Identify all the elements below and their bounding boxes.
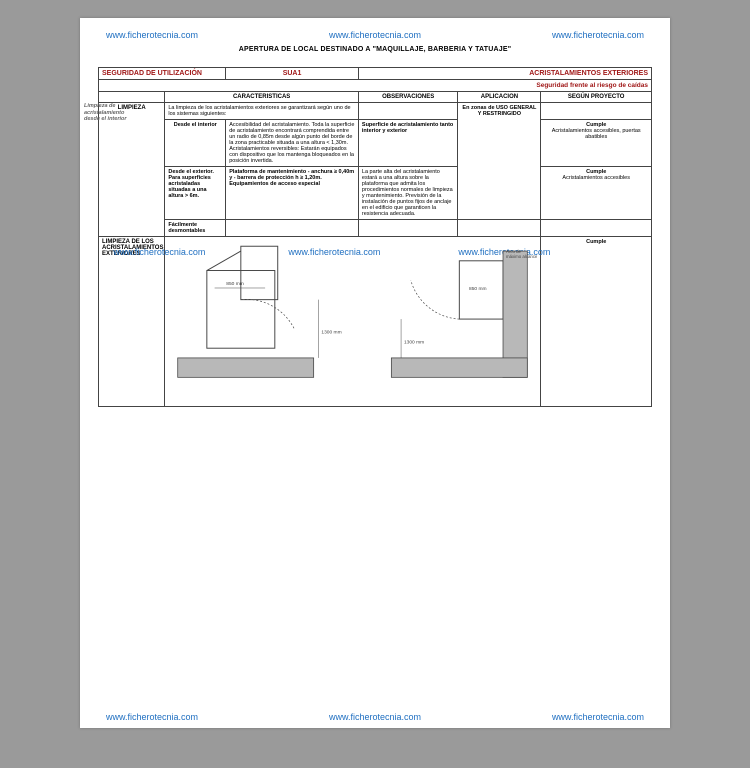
cell (458, 220, 541, 237)
table-row: Desde el exterior. Para superficies acri… (99, 167, 652, 220)
dim-text: 1300 mm (404, 339, 424, 345)
aplicacion-cell: En zonas de USO GENERAL Y RESTRINGIDO (458, 103, 541, 220)
table-row: Fácilmente desmontables (99, 220, 652, 237)
col-hdr: CARACTERISTICAS (165, 92, 359, 103)
col-hdr: OBSERVACIONES (358, 92, 458, 103)
table-col-header-row: CARACTERISTICAS OBSERVACIONES APLICACION… (99, 92, 652, 103)
diagram-svg: 850 mm 1300 mm 850 mm 1300 mm (168, 239, 537, 404)
col-hdr: APLICACION (458, 92, 541, 103)
watermark-link[interactable]: www.ficherotecnia.com (552, 30, 644, 40)
diagram-side-label: Limpieza de acristalamiento desde el int… (84, 103, 139, 123)
caracteristicas-cell: Plataforma de mantenimiento - anchura ≥ … (226, 167, 359, 220)
watermark-link[interactable]: www.ficherotecnia.com (329, 712, 421, 722)
watermark-link[interactable]: www.ficherotecnia.com (106, 30, 198, 40)
col-hdr (99, 92, 165, 103)
cell (541, 103, 652, 120)
dim-text: 1300 mm (322, 330, 342, 336)
watermark-link[interactable]: www.ficherotecnia.com (552, 712, 644, 722)
observaciones-cell: Superficie de acristalamiento tanto inte… (358, 120, 458, 167)
table-row: LIMPIEZA La limpieza de los acristalamie… (99, 103, 652, 120)
col-hdr: SEGÚN PROYECTO (541, 92, 652, 103)
table-row: LIMPIEZA DE LOS ACRISTALAMIENTOS EXTERIO… (99, 237, 652, 407)
observaciones-cell: La parte alta del acristalamiento estará… (358, 167, 458, 220)
caracteristicas-cell: Accesibilidad del acristalamiento. Toda … (226, 120, 359, 167)
header-center: SUA1 (226, 68, 359, 80)
table-header-row: SEGURIDAD DE UTILIZACIÓN SUA1 ACRISTALAM… (99, 68, 652, 80)
header-right: ACRISTALAMIENTOS EXTERIORES (358, 68, 651, 80)
proy-text: Cumple (586, 239, 606, 245)
proyecto-cell: Cumple Acristalamientos accesibles, puer… (541, 120, 652, 167)
dim-text: 850 mm (469, 286, 487, 292)
watermark-link[interactable]: www.ficherotecnia.com (329, 30, 421, 40)
subrow-label: Desde el interior (165, 120, 226, 167)
watermark-link[interactable]: www.ficherotecnia.com (106, 712, 198, 722)
cell (226, 220, 359, 237)
row-label-section2: LIMPIEZA DE LOS ACRISTALAMIENTOS EXTERIO… (99, 237, 165, 407)
main-table: SEGURIDAD DE UTILIZACIÓN SUA1 ACRISTALAM… (98, 67, 652, 407)
aplicacion-text: En zonas de USO GENERAL Y RESTRINGIDO (462, 105, 536, 117)
proyecto-cell: Cumple (541, 237, 652, 407)
cell (358, 220, 458, 237)
cell (358, 103, 458, 120)
document-title: APERTURA DE LOCAL DESTINADO A "MAQUILLAJ… (98, 46, 652, 53)
dim-text: 850 mm (227, 281, 245, 287)
watermark-overlay: www.ficherotecnia.com (113, 247, 205, 257)
cell (541, 220, 652, 237)
subrow-label: Desde el exterior. Para superficies acri… (165, 167, 226, 220)
watermark-bottom: www.ficherotecnia.com www.ficherotecnia.… (106, 712, 644, 722)
proy-subtext: Acristalamientos accesibles (562, 175, 630, 181)
header-left: SEGURIDAD DE UTILIZACIÓN (99, 68, 226, 80)
intro-cell: La limpieza de los acristalamientos exte… (165, 103, 359, 120)
document-page: www.ficherotecnia.com www.ficherotecnia.… (80, 18, 670, 728)
watermark-overlay: www.ficherotecnia.com (288, 247, 380, 257)
proy-subtext: Acristalamientos accesibles, puertas aba… (552, 128, 641, 140)
table-subheader-row: Seguridad frente al riesgo de caídas (99, 80, 652, 92)
obs-text: Superficie de acristalamiento tanto inte… (362, 122, 453, 134)
diagram-cell: www.ficherotecnia.com www.ficherotecnia.… (165, 237, 541, 407)
header-sub: Seguridad frente al riesgo de caídas (99, 80, 652, 92)
watermark-overlay: www.ficherotecnia.com (458, 247, 550, 257)
diagram-wrap: www.ficherotecnia.com www.ficherotecnia.… (168, 239, 537, 404)
subrow-label: Fácilmente desmontables (165, 220, 226, 237)
proyecto-cell: Cumple Acristalamientos accesibles (541, 167, 652, 220)
table-row: Desde el interior Accesibilidad del acri… (99, 120, 652, 167)
subrow-text: Desde el exterior. Para superficies acri… (168, 169, 214, 199)
watermark-top: www.ficherotecnia.com www.ficherotecnia.… (98, 28, 652, 42)
car-text: Plataforma de mantenimiento - anchura ≥ … (229, 169, 354, 187)
